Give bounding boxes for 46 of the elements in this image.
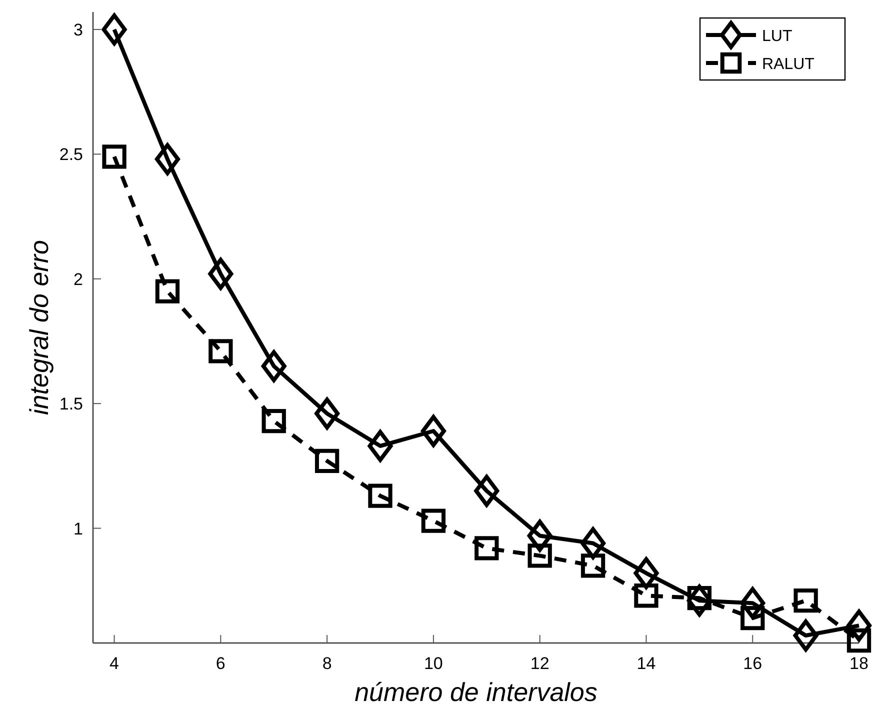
point	[687, 586, 712, 610]
x-tick-label: 8	[322, 654, 332, 673]
point	[421, 508, 446, 533]
point	[368, 484, 392, 508]
point	[580, 527, 606, 560]
point	[102, 13, 127, 46]
point	[846, 628, 872, 653]
point	[208, 258, 234, 290]
y-axis-title: integral do erro	[24, 240, 54, 415]
point	[580, 554, 606, 578]
point	[474, 536, 499, 560]
point	[208, 339, 233, 364]
point	[740, 587, 766, 620]
point	[420, 415, 446, 448]
point	[794, 588, 818, 613]
y-tick-label: 2	[74, 270, 83, 289]
point	[262, 408, 286, 434]
x-tick-label: 4	[110, 654, 120, 673]
point	[846, 610, 872, 642]
x-tick-label: 6	[216, 654, 226, 673]
point	[154, 143, 180, 176]
point	[155, 279, 180, 304]
point	[102, 144, 126, 169]
point	[527, 520, 552, 552]
point	[368, 430, 393, 462]
x-tick-label: 14	[636, 654, 656, 673]
x-tick-label: 16	[743, 654, 762, 673]
x-tick-label: 12	[530, 654, 550, 673]
y-tick-label: 1.5	[59, 394, 83, 414]
x-tick-label: 10	[424, 654, 443, 673]
point	[793, 620, 818, 652]
point	[634, 584, 658, 608]
legend-label: RALUT	[762, 56, 815, 73]
point	[528, 544, 552, 568]
point	[474, 474, 500, 507]
y-tick-label: 3	[74, 20, 83, 40]
y-tick-label: 2.5	[59, 145, 83, 164]
point	[634, 557, 659, 590]
legend-label: LUT	[762, 28, 792, 45]
x-tick-label: 18	[850, 654, 868, 673]
point	[314, 448, 340, 474]
point	[740, 606, 765, 630]
x-axis-title: número de intervalos	[354, 677, 598, 707]
y-tick-label: 1	[74, 519, 83, 538]
point	[261, 350, 286, 382]
point	[314, 398, 340, 430]
